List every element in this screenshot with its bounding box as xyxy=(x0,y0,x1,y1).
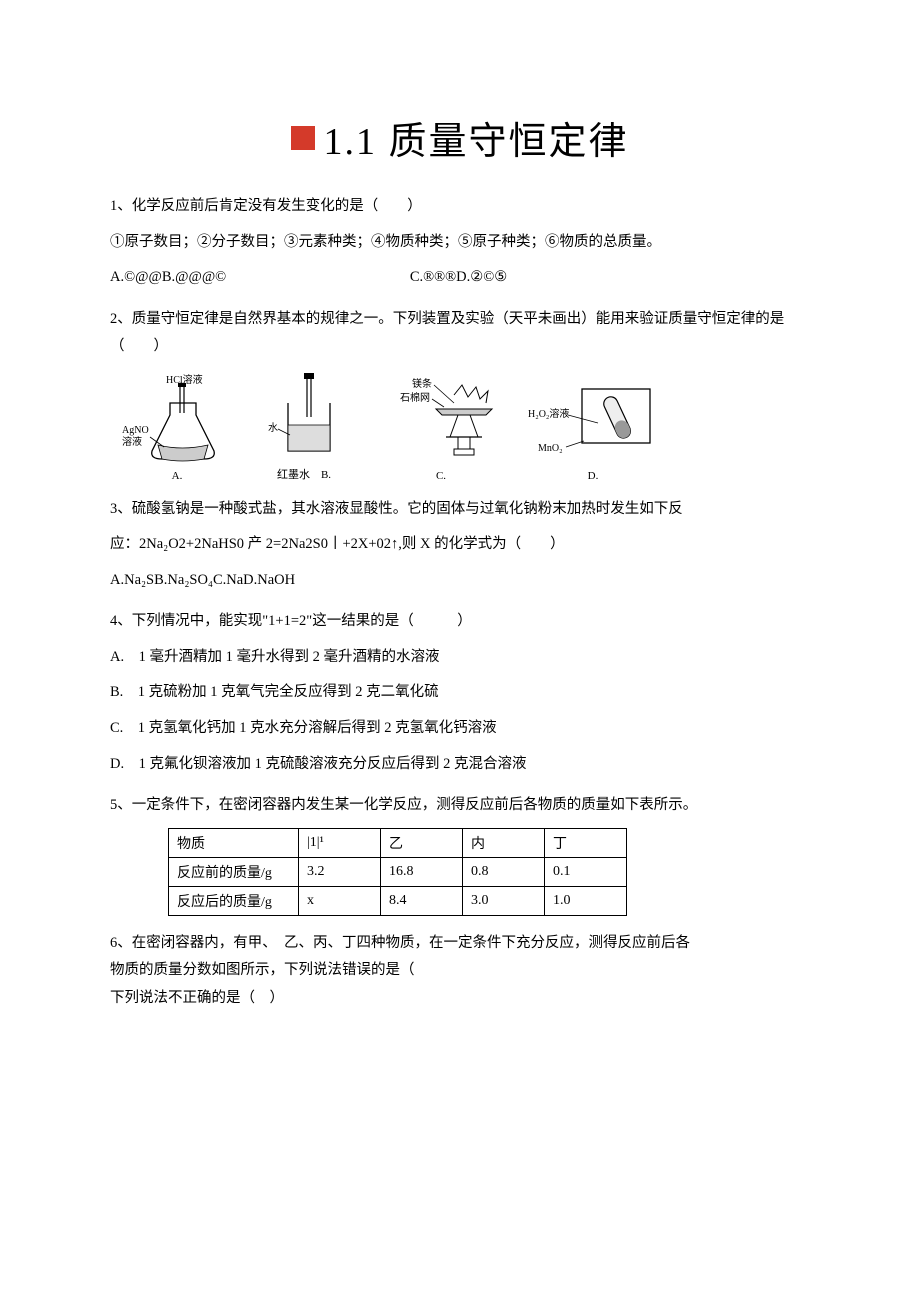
h2o2-label: H₂O₂溶液 xyxy=(528,407,569,420)
cell: 1.0 xyxy=(545,886,627,915)
cell: 0.8 xyxy=(463,857,545,886)
diagram-a: HCl溶液 AgNO 溶液 A. xyxy=(122,373,232,482)
th-3: 内 xyxy=(463,828,545,857)
table-row: 反应后的质量/g x 8.4 3.0 1.0 xyxy=(169,886,627,915)
cell: 反应后的质量/g xyxy=(169,886,299,915)
q4-opt-a: A. 1 毫升酒精加 1 毫升水得到 2 毫升酒精的水溶液 xyxy=(110,644,810,672)
q1-options: A.©@@B.@@@© C.®®®D.②©⑤ xyxy=(110,264,810,292)
q4-opt-b: B. 1 克硫粉加 1 克氧气完全反应得到 2 克二氧化硫 xyxy=(110,679,810,707)
th-2: 乙 xyxy=(381,828,463,857)
diagram-a-label: A. xyxy=(122,470,232,482)
diagram-b: 水 红墨水 B. xyxy=(254,369,354,482)
testtube-icon: H₂O₂溶液 MnO₂ xyxy=(528,373,658,468)
cell: 3.0 xyxy=(463,886,545,915)
diagram-b-label: 红墨水 B. xyxy=(254,466,354,482)
agno3-label-1: AgNO xyxy=(122,425,149,436)
q3-equation: 应：2Na₂O2+2NaHS0 产 2=2Na2S0丨+2X+02↑,则 X 的… xyxy=(110,531,810,559)
page-title: 1.1 质量守恒定律 xyxy=(323,110,628,165)
question-1: 1、化学反应前后肯定没有发生变化的是（ ） ①原子数目；②分子数目；③元素种类；… xyxy=(110,193,810,292)
cell: x xyxy=(299,886,381,915)
cell: 16.8 xyxy=(381,857,463,886)
cell: 3.2 xyxy=(299,857,381,886)
th-4: 丁 xyxy=(545,828,627,857)
q1-stem: 1、化学反应前后肯定没有发生变化的是（ ） xyxy=(110,193,810,221)
mno2-label: MnO₂ xyxy=(538,443,563,454)
q4-opt-c: C. 1 克氢氧化钙加 1 克水充分溶解后得到 2 克氢氧化钙溶液 xyxy=(110,715,810,743)
q5-table: 物质 |1|¹ 乙 内 丁 反应前的质量/g 3.2 16.8 0.8 0.1 … xyxy=(168,828,627,916)
th-1: |1|¹ xyxy=(299,828,381,857)
diagram-c-label: C. xyxy=(376,470,506,482)
q3-options: A.Na₂SB.Na₂SO₄C.NaD.NaOH xyxy=(110,567,810,595)
q1-opt-cd: C.®®®D.②©⑤ xyxy=(410,264,507,292)
q3-stem: 3、硫酸氢钠是一种酸式盐，其水溶液显酸性。它的固体与过氧化钠粉末加热时发生如下反 xyxy=(110,496,810,524)
asbestos-label: 石棉网 xyxy=(400,391,430,404)
title-red-square-icon xyxy=(291,126,315,150)
water-label: 水 xyxy=(268,422,278,434)
burner-icon: 镁条 石棉网 xyxy=(376,373,506,468)
q1-items: ①原子数目；②分子数目；③元素种类；④物质种类；⑤原子种类；⑥物质的总质量。 xyxy=(110,229,810,257)
cell: 反应前的质量/g xyxy=(169,857,299,886)
diagram-d: H₂O₂溶液 MnO₂ D. xyxy=(528,373,658,482)
diagram-c: 镁条 石棉网 C. xyxy=(376,373,506,482)
page-title-row: 1.1 质量守恒定律 xyxy=(110,110,810,165)
question-5: 5、一定条件下，在密闭容器内发生某一化学反应，测得反应前后各物质的质量如下表所示… xyxy=(110,792,810,916)
q5-stem: 5、一定条件下，在密闭容器内发生某一化学反应，测得反应前后各物质的质量如下表所示… xyxy=(110,792,810,820)
q4-opt-d: D. 1 克氟化钡溶液加 1 克硫酸溶液充分反应后得到 2 克混合溶液 xyxy=(110,751,810,779)
flask-icon: HCl溶液 AgNO 溶液 xyxy=(122,373,232,468)
redink-label: 红墨水 xyxy=(277,469,310,481)
q6-stem-2: 物质的质量分数如图所示，下列说法错误的是（ xyxy=(110,957,810,985)
beaker-icon: 水 xyxy=(254,369,354,464)
q2-stem: 2、质量守恒定律是自然界基本的规律之一。下列装置及实验（天平未画出）能用来验证质… xyxy=(110,306,810,361)
question-4: 4、下列情况中，能实现"1+1=2"这一结果的是（ ） A. 1 毫升酒精加 1… xyxy=(110,608,810,778)
q1-opt-ab: A.©@@B.@@@© xyxy=(110,264,226,292)
table-row: 反应前的质量/g 3.2 16.8 0.8 0.1 xyxy=(169,857,627,886)
agno3-label-2: 溶液 xyxy=(122,435,142,448)
question-2: 2、质量守恒定律是自然界基本的规律之一。下列装置及实验（天平未画出）能用来验证质… xyxy=(110,306,810,482)
cell: 0.1 xyxy=(545,857,627,886)
question-3: 3、硫酸氢钠是一种酸式盐，其水溶液显酸性。它的固体与过氧化钠粉末加热时发生如下反… xyxy=(110,496,810,595)
table-row: 物质 |1|¹ 乙 内 丁 xyxy=(169,828,627,857)
q4-stem: 4、下列情况中，能实现"1+1=2"这一结果的是（ ） xyxy=(110,608,810,636)
th-0: 物质 xyxy=(169,828,299,857)
cell: 8.4 xyxy=(381,886,463,915)
q6-stem-1: 6、在密闭容器内，有甲、 乙、丙、丁四种物质，在一定条件下充分反应，测得反应前后… xyxy=(110,930,810,958)
q6-stem-3: 下列说法不正确的是（ ） xyxy=(110,985,810,1013)
diagram-d-label: D. xyxy=(528,470,658,482)
q2-diagrams: HCl溶液 AgNO 溶液 A. xyxy=(122,369,810,482)
mg-label: 镁条 xyxy=(412,377,432,390)
question-6: 6、在密闭容器内，有甲、 乙、丙、丁四种物质，在一定条件下充分反应，测得反应前后… xyxy=(110,930,810,1013)
